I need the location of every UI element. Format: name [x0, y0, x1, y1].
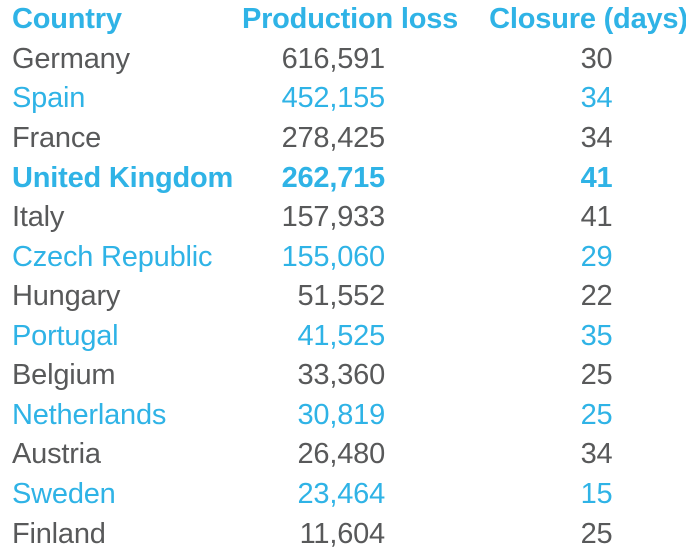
production-loss-cell: 157,933: [281, 201, 386, 234]
production-loss-cell: 11,604: [299, 517, 386, 550]
closure-days-cell: 34: [580, 82, 613, 115]
production-loss-cell: 26,480: [297, 438, 386, 471]
country-cell: Austria: [12, 438, 101, 471]
country-cell: Czech Republic: [12, 240, 213, 273]
country-cell: Germany: [12, 42, 130, 75]
closure-days-cell: 34: [580, 121, 613, 154]
closure-days-cell: 22: [580, 280, 613, 313]
country-cell: Spain: [12, 82, 86, 115]
closure-days-cell: 25: [580, 398, 613, 431]
production-loss-cell: 30,819: [297, 398, 386, 431]
column-header-closure-days: Closure (days): [489, 3, 686, 36]
closure-days-cell: 30: [580, 42, 613, 75]
production-loss-cell: 33,360: [297, 359, 386, 392]
production-loss-cell: 23,464: [297, 478, 386, 511]
closure-days-cell: 29: [580, 240, 613, 273]
country-cell: France: [12, 121, 102, 154]
closure-days-cell: 35: [580, 319, 613, 352]
country-cell: Finland: [12, 517, 106, 550]
closure-days-cell: 25: [580, 359, 613, 392]
production-loss-cell: 452,155: [281, 82, 386, 115]
country-cell: Portugal: [12, 319, 119, 352]
production-loss-cell: 41,525: [297, 319, 386, 352]
country-cell: Belgium: [12, 359, 116, 392]
country-cell: Italy: [12, 201, 65, 234]
column-header-country: Country: [12, 3, 122, 36]
production-loss-cell: 616,591: [281, 42, 386, 75]
production-loss-cell: 278,425: [281, 121, 386, 154]
country-cell: Hungary: [12, 280, 121, 313]
production-loss-cell: 262,715: [281, 161, 386, 194]
closure-days-cell: 41: [580, 201, 613, 234]
country-cell: Netherlands: [12, 398, 167, 431]
closure-days-cell: 15: [580, 478, 613, 511]
country-cell: United Kingdom: [12, 161, 234, 194]
closure-days-cell: 41: [580, 161, 613, 194]
production-loss-cell: 51,552: [297, 280, 386, 313]
closure-days-cell: 34: [580, 438, 613, 471]
closure-days-cell: 25: [580, 517, 613, 550]
country-cell: Sweden: [12, 478, 116, 511]
column-header-production-loss: Production loss: [241, 3, 459, 36]
production-loss-cell: 155,060: [281, 240, 386, 273]
